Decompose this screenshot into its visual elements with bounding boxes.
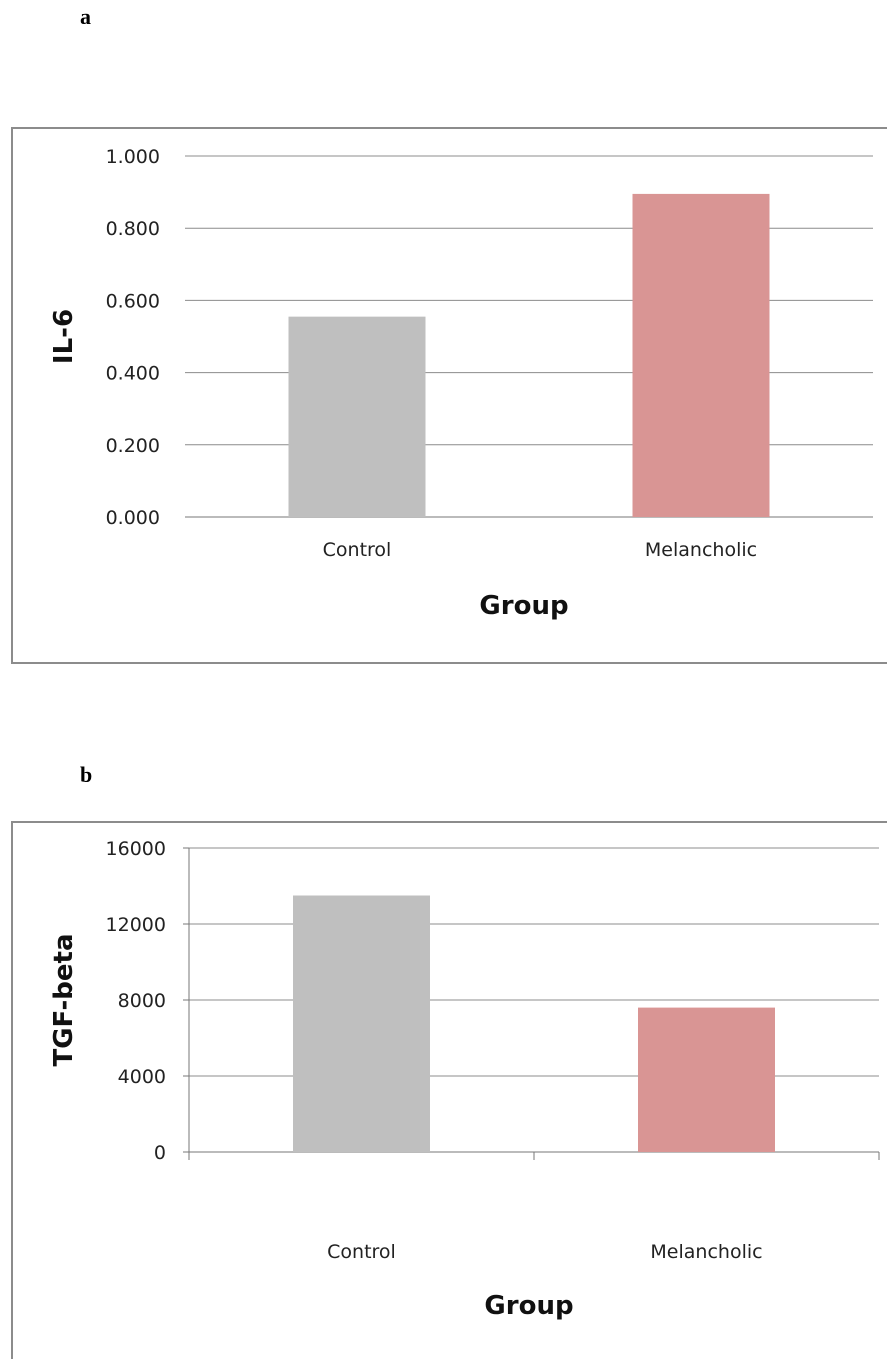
y-tick-label: 16000	[106, 838, 166, 860]
y-tick-label: 8000	[118, 990, 166, 1012]
bar-control	[293, 895, 430, 1152]
y-tick-label: 0.200	[106, 435, 160, 457]
panel-label-a: a	[80, 4, 91, 29]
panel-label-b: b	[80, 762, 93, 787]
x-category-label: Melancholic	[650, 1241, 762, 1263]
bar-control	[288, 316, 426, 517]
chart-frame	[11, 127, 887, 664]
x-axis-title: Group	[484, 1291, 573, 1321]
y-tick-label: 0	[154, 1142, 166, 1164]
y-axis-title: TGF-beta	[49, 933, 79, 1066]
y-axis-title: IL-6	[49, 309, 79, 364]
y-tick-label: 4000	[118, 1066, 166, 1088]
y-tick-label: 0.400	[106, 363, 160, 385]
il6-bar-chart: 0.000 0.200 0.400 0.600 0.800 1.000 Control Mel…	[11, 127, 887, 664]
x-category-label: Melancholic	[645, 539, 757, 561]
y-tick-label: 12000	[106, 914, 166, 936]
tgf-beta-bar-chart: 0 4000 8000 12000 16000 Control Melancholic Gro…	[11, 821, 887, 1359]
bar-melancholic	[632, 193, 770, 517]
x-category-label: Control	[323, 539, 392, 561]
bar-melancholic	[638, 1007, 775, 1152]
y-tick-label: 1.000	[106, 146, 160, 168]
x-axis-title: Group	[479, 591, 568, 621]
y-tick-label: 0.800	[106, 218, 160, 240]
chart-frame	[11, 821, 887, 1359]
x-category-label: Control	[327, 1241, 396, 1263]
y-tick-label: 0.600	[106, 290, 160, 312]
y-tick-label: 0.000	[106, 507, 160, 529]
